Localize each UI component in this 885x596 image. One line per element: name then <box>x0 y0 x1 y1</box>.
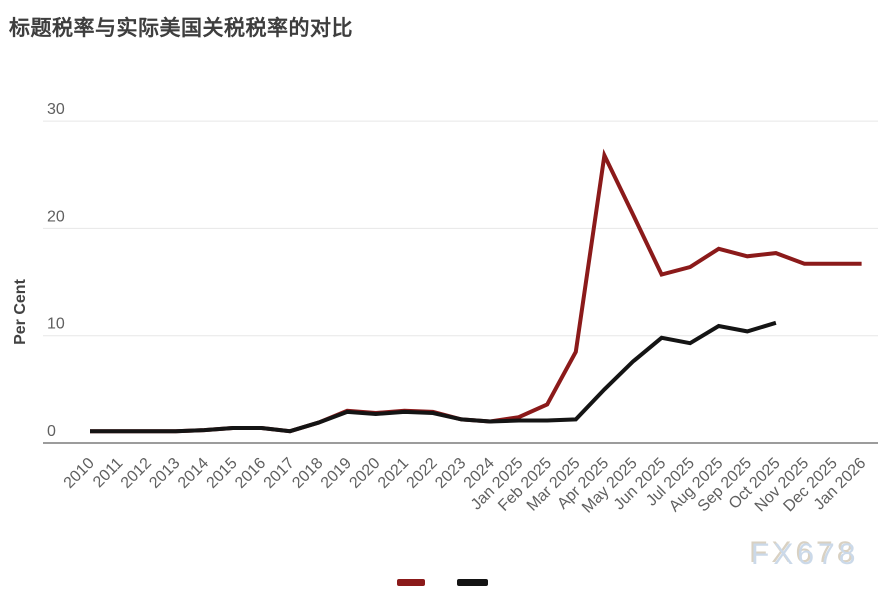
chart-legend <box>0 579 885 589</box>
x-tick-label: 2014 <box>175 455 212 492</box>
x-tick-label: 2016 <box>232 455 269 492</box>
legend-swatch-actual-rate <box>457 579 488 586</box>
y-tick-label: 10 <box>47 316 65 333</box>
y-tick-label: 0 <box>47 423 56 440</box>
watermark-logo: FX678 <box>751 538 860 571</box>
x-tick-label: 2015 <box>204 455 241 492</box>
x-tick-label: 2017 <box>261 455 298 492</box>
y-tick-labels: 0 10 20 30 <box>47 101 65 440</box>
x-tick-labels: 2010201120122013201420152016201720182019… <box>61 455 870 517</box>
x-tick-label: 2011 <box>90 455 126 491</box>
series-line-actual <box>90 320 777 434</box>
x-tick-label: 2012 <box>118 455 155 492</box>
x-tick-label: 2023 <box>432 455 469 492</box>
x-tick-label: 2021 <box>375 455 412 492</box>
x-tick-label: 2020 <box>346 455 383 492</box>
x-tick-label: 2010 <box>61 455 98 492</box>
y-gridlines <box>43 120 878 444</box>
series-line-headline <box>90 148 862 434</box>
y-tick-label: 30 <box>47 101 65 118</box>
x-tick-label: 2018 <box>289 455 326 492</box>
legend-swatch-headline-rate <box>397 579 425 586</box>
x-tick-label: 2013 <box>146 455 183 492</box>
x-tick-label: 2019 <box>318 455 355 492</box>
chart-title: 标题税率与实际美国关税税率的对比 <box>9 17 353 40</box>
y-tick-label: 20 <box>47 208 65 225</box>
x-tick-label: 2022 <box>404 455 441 492</box>
